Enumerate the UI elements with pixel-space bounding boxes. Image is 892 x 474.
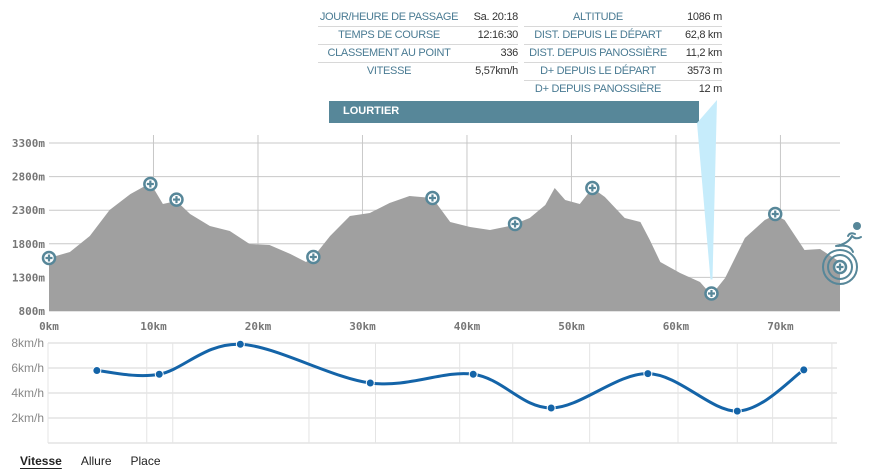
x-tick-label: 20km xyxy=(245,320,272,333)
y-tick-label: 2300m xyxy=(12,204,45,217)
speed-point xyxy=(468,369,478,379)
checkpoint-marker xyxy=(585,180,600,196)
info-row: D+ DEPUIS PANOSSIÈRE 12 m xyxy=(524,81,722,98)
plus-icon xyxy=(771,210,779,218)
runner-head xyxy=(853,222,861,230)
info-row: DIST. DEPUIS PANOSSIÈRE 11,2 km xyxy=(524,45,722,63)
plus-icon xyxy=(146,180,154,188)
speed-point xyxy=(799,365,809,375)
speed-line xyxy=(96,342,805,413)
speed-point xyxy=(154,369,164,379)
x-tick-label: 50km xyxy=(558,320,585,333)
y-tick-label: 1300m xyxy=(12,271,45,284)
info-row: JOUR/HEURE DE PASSAGE Sa. 20:18 xyxy=(318,9,518,27)
runner-icon xyxy=(835,222,862,253)
speed-point xyxy=(643,369,653,379)
plus-icon xyxy=(428,194,436,202)
info-value: 12 m xyxy=(698,83,722,95)
y-tick-label: 3300m xyxy=(12,137,45,150)
plus-icon xyxy=(511,220,519,228)
x-tick-label: 0km xyxy=(39,320,59,333)
plus-icon xyxy=(172,196,180,204)
checkpoint-marker xyxy=(425,190,440,206)
elevation-area xyxy=(49,183,840,311)
info-label: DIST. DEPUIS LE DÉPART xyxy=(534,29,662,41)
info-label: VITESSE xyxy=(366,65,412,77)
y-tick-label: 6km/h xyxy=(11,361,44,375)
plus-icon xyxy=(588,184,596,192)
finish-ring-inner xyxy=(827,253,853,280)
info-table-left: JOUR/HEURE DE PASSAGE Sa. 20:18 TEMPS DE C… xyxy=(318,9,518,80)
tooltip-pointer xyxy=(697,100,717,280)
info-table-right: ALTITUDE 1086 m DIST. DEPUIS LE DÉPART 62,8… xyxy=(524,9,722,98)
plus-icon xyxy=(309,253,317,261)
checkpoint-marker xyxy=(306,249,321,265)
info-value: Sa. 20:18 xyxy=(473,11,518,23)
info-label: CLASSEMENT AU POINT xyxy=(327,47,451,59)
speed-point xyxy=(365,378,375,388)
y-tick-label: 8km/h xyxy=(11,336,44,350)
info-row: DIST. DEPUIS LE DÉPART 62,8 km xyxy=(524,27,722,45)
info-row: D+ DEPUIS LE DÉPART 3573 m xyxy=(524,63,722,81)
info-value: 11,2 km xyxy=(685,47,722,59)
point-name-banner: LOURTIER xyxy=(329,101,699,123)
plus-icon xyxy=(836,263,844,271)
checkpoint-marker xyxy=(169,192,184,207)
y-tick-label: 1800m xyxy=(12,238,45,251)
y-tick-label: 2800m xyxy=(12,171,45,184)
checkpoint-marker xyxy=(507,216,523,232)
x-tick-label: 30km xyxy=(349,320,376,333)
plus-icon xyxy=(707,290,715,298)
plus-icon xyxy=(45,254,53,262)
tab-place[interactable]: Place xyxy=(130,454,161,468)
speed-point xyxy=(92,366,102,375)
tab-allure[interactable]: Allure xyxy=(80,454,112,468)
finish-marker xyxy=(832,259,848,275)
tab-vitesse[interactable]: Vitesse xyxy=(20,454,62,468)
info-label: D+ DEPUIS LE DÉPART xyxy=(540,65,656,77)
finish-ring-outer xyxy=(822,248,858,285)
info-label: D+ DEPUIS PANOSSIÈRE xyxy=(534,83,662,95)
x-tick-label: 60km xyxy=(663,320,690,333)
checkpoint-marker xyxy=(767,206,783,222)
info-label: JOUR/HEURE DE PASSAGE xyxy=(319,11,459,23)
info-value: 3573 m xyxy=(687,65,722,77)
checkpoint-marker xyxy=(704,286,719,301)
info-row: TEMPS DE COURSE 12:16:30 xyxy=(318,27,518,45)
info-value: 62,8 km xyxy=(684,29,722,41)
info-value: 336 xyxy=(500,47,518,59)
info-label: DIST. DEPUIS PANOSSIÈRE xyxy=(529,47,667,59)
speed-point xyxy=(235,339,245,349)
runner-body xyxy=(835,232,862,253)
speed-point xyxy=(546,403,556,413)
x-tick-label: 70km xyxy=(767,320,794,333)
y-tick-label: 4km/h xyxy=(11,386,44,400)
info-row: VITESSE 5,57km/h xyxy=(318,63,518,80)
checkpoint-marker xyxy=(41,250,57,266)
speed-point xyxy=(732,406,742,416)
x-tick-label: 10km xyxy=(140,320,167,333)
info-value: 12:16:30 xyxy=(477,29,518,41)
info-row: ALTITUDE 1086 m xyxy=(524,9,722,27)
y-tick-label: 2km/h xyxy=(11,411,44,425)
info-row: CLASSEMENT AU POINT 336 xyxy=(318,45,518,63)
info-label: ALTITUDE xyxy=(573,11,623,23)
x-tick-label: 40km xyxy=(454,320,481,333)
info-value: 5,57km/h xyxy=(475,65,518,77)
info-label: TEMPS DE COURSE xyxy=(338,29,440,41)
info-value: 1086 m xyxy=(687,11,722,23)
metric-tabs: Vitesse Allure Place xyxy=(20,454,161,468)
checkpoint-marker xyxy=(143,176,158,192)
y-tick-label: 800m xyxy=(19,305,46,318)
